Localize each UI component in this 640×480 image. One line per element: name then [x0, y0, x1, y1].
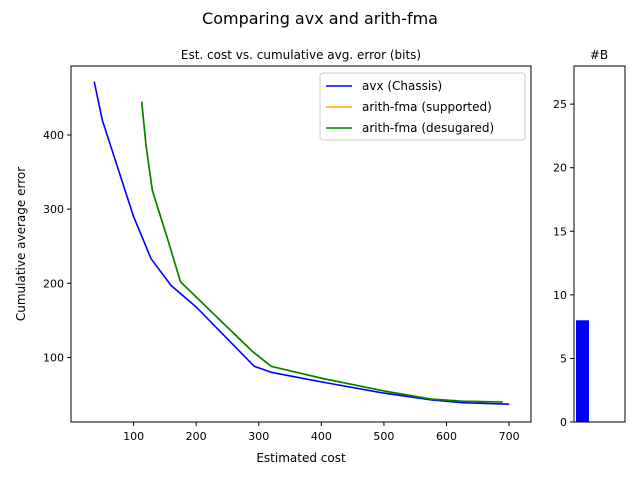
- main-plot-frame: [70, 65, 532, 423]
- main-x-axis: 100 200 300 400 500 600 700: [123, 422, 520, 443]
- bar-chart: #B 0 5 10 15 20 25: [553, 48, 626, 429]
- x-tick-label-200: 200: [186, 430, 207, 443]
- legend: avx (Chassis) arith-fma (supported) arith-…: [319, 72, 526, 141]
- bar-y-tick-label-20: 20: [553, 162, 567, 175]
- main-series-lines: [93, 81, 510, 405]
- y-tick-label-100: 100: [43, 351, 64, 364]
- x-tick-label-300: 300: [248, 430, 269, 443]
- y-tick-label-200: 200: [43, 277, 64, 290]
- legend-label-1: arith-fma (supported): [362, 100, 492, 114]
- series-line-0: [93, 81, 510, 405]
- bar-chart-title: #B: [590, 48, 608, 62]
- main-y-axis-label: Cumulative average error: [14, 167, 28, 321]
- y-tick-label-400: 400: [43, 129, 64, 142]
- legend-label-2: arith-fma (desugared): [362, 121, 494, 135]
- x-tick-label-600: 600: [436, 430, 457, 443]
- bar-y-axis: 0 5 10 15 20 25: [553, 98, 574, 429]
- y-tick-label-300: 300: [43, 203, 64, 216]
- x-tick-label-100: 100: [123, 430, 144, 443]
- legend-box: [319, 72, 526, 141]
- bar-marks: [576, 320, 589, 422]
- figure-title: Comparing avx and arith-fma: [202, 9, 438, 28]
- bar-y-tick-label-10: 10: [553, 289, 567, 302]
- bar-y-tick-label-0: 0: [560, 416, 567, 429]
- bar-y-tick-label-25: 25: [553, 98, 567, 111]
- bar-plot-frame: [573, 65, 626, 423]
- main-line-chart: Est. cost vs. cumulative avg. error (bit…: [14, 48, 532, 465]
- bar-y-tick-label-5: 5: [560, 352, 567, 365]
- series-line-2: [140, 101, 503, 403]
- bar-y-tick-label-15: 15: [553, 225, 567, 238]
- x-tick-label-500: 500: [373, 430, 394, 443]
- main-y-axis: 100 200 300 400: [43, 129, 71, 364]
- x-tick-label-700: 700: [499, 430, 520, 443]
- main-chart-title: Est. cost vs. cumulative avg. error (bit…: [181, 48, 421, 62]
- main-x-axis-label: Estimated cost: [256, 451, 346, 465]
- legend-label-0: avx (Chassis): [362, 79, 442, 93]
- bar-0: [576, 320, 589, 422]
- x-tick-label-400: 400: [311, 430, 332, 443]
